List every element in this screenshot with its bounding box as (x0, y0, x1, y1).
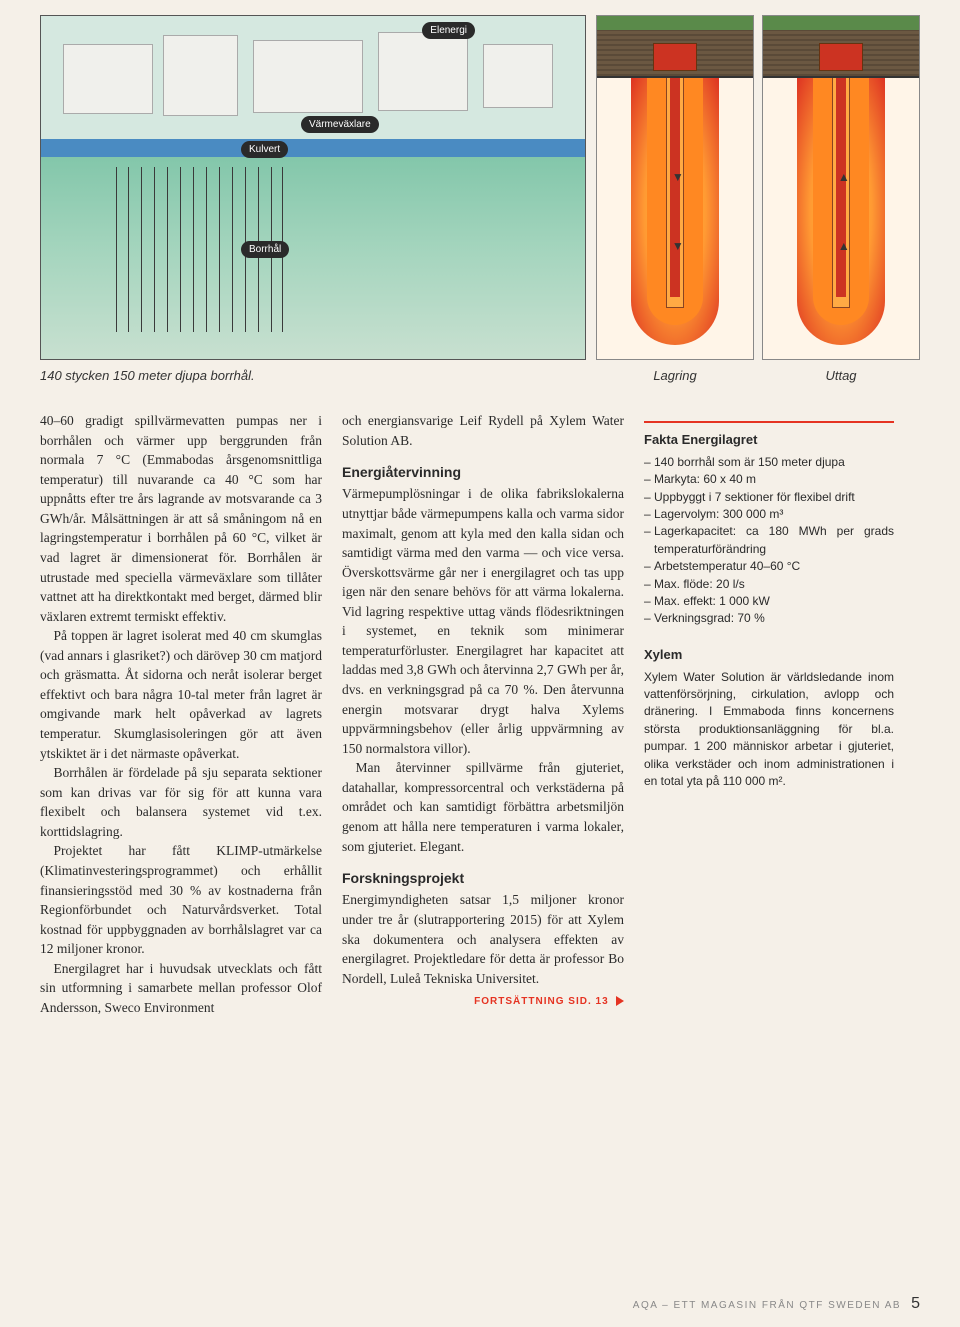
fakta-title: Fakta Energilagret (644, 431, 894, 450)
sidebar-rule (644, 421, 894, 423)
column-1: 40–60 gradigt spillvärmevatten pumpas ne… (40, 411, 322, 1017)
xylem-block: Xylem Xylem Water Solution är världsleda… (644, 646, 894, 791)
fakta-list: 140 borrhål som är 150 meter djupa Marky… (644, 454, 894, 628)
xylem-title: Xylem (644, 646, 894, 665)
label-varmevaxlare: Värmeväxlare (301, 116, 379, 133)
body-text: och energiansvarige Leif Rydell på Xylem… (342, 411, 624, 450)
body-text: Borrhålen är fördelade på sju separata s… (40, 763, 322, 841)
fakta-item: Markyta: 60 x 40 m (644, 471, 894, 488)
caption-lagring: Lagring (596, 368, 754, 383)
main-caption: 140 stycken 150 meter djupa borrhål. (40, 368, 586, 383)
body-columns: 40–60 gradigt spillvärmevatten pumpas ne… (0, 383, 960, 1017)
fakta-block: Fakta Energilagret 140 borrhål som är 15… (644, 421, 894, 628)
fakta-item: Verkningsgrad: 70 % (644, 610, 894, 627)
continuation-link[interactable]: FORTSÄTTNING SID. 13 (474, 996, 608, 1007)
fakta-item: Arbetstemperatur 40–60 °C (644, 558, 894, 575)
fakta-item: Max. flöde: 20 l/s (644, 576, 894, 593)
body-text: Värmepumplösningar i de olika fabrikslok… (342, 484, 624, 758)
xylem-text: Xylem Water Solution är världsledande in… (644, 669, 894, 791)
caption-uttag: Uttag (762, 368, 920, 383)
uttag-illustration: ▲ ▲ (762, 15, 920, 360)
caption-row: 140 stycken 150 meter djupa borrhål. Lag… (0, 360, 960, 383)
sidebar-column: Fakta Energilagret 140 borrhål som är 15… (644, 411, 894, 1017)
triangle-right-icon (616, 996, 624, 1006)
body-text: Energilagret har i huvudsak utvecklats o… (40, 959, 322, 1018)
label-elenergi: Elenergi (422, 22, 475, 39)
body-text: 40–60 gradigt spillvärmevatten pumpas ne… (40, 411, 322, 626)
fakta-item: Max. effekt: 1 000 kW (644, 593, 894, 610)
subhead-forskningsprojekt: Forskningsprojekt (342, 868, 624, 888)
column-2: och energiansvarige Leif Rydell på Xylem… (342, 411, 624, 1017)
body-text: Energimyndigheten satsar 1,5 miljoner kr… (342, 890, 624, 988)
subhead-energiatervinning: Energiåtervinning (342, 462, 624, 482)
body-text: På toppen är lagret isolerat med 40 cm s… (40, 626, 322, 763)
figure-row: Elenergi Värmeväxlare Kulvert Borrhål ▼ … (0, 0, 960, 360)
page-number: 5 (911, 1295, 920, 1313)
footer-text: AQA – ETT MAGASIN FRÅN QTF SWEDEN AB (633, 1300, 901, 1311)
body-text: Man återvinner spillvärme från gjuteriet… (342, 758, 624, 856)
main-illustration: Elenergi Värmeväxlare Kulvert Borrhål (40, 15, 586, 360)
label-borrhal: Borrhål (241, 241, 289, 258)
label-kulvert: Kulvert (241, 141, 288, 158)
lagring-illustration: ▼ ▼ (596, 15, 754, 360)
footer: AQA – ETT MAGASIN FRÅN QTF SWEDEN AB 5 (633, 1295, 920, 1313)
body-text: Projektet har fått KLIMP-utmärkelse (Kli… (40, 841, 322, 958)
fakta-item: 140 borrhål som är 150 meter djupa (644, 454, 894, 471)
fakta-item: Lagerkapacitet: ca 180 MWh per grads tem… (644, 523, 894, 558)
fakta-item: Uppbyggt i 7 sektioner för flexibel drif… (644, 489, 894, 506)
small-illustrations: ▼ ▼ ▲ ▲ (596, 15, 920, 360)
fakta-item: Lagervolym: 300 000 m³ (644, 506, 894, 523)
